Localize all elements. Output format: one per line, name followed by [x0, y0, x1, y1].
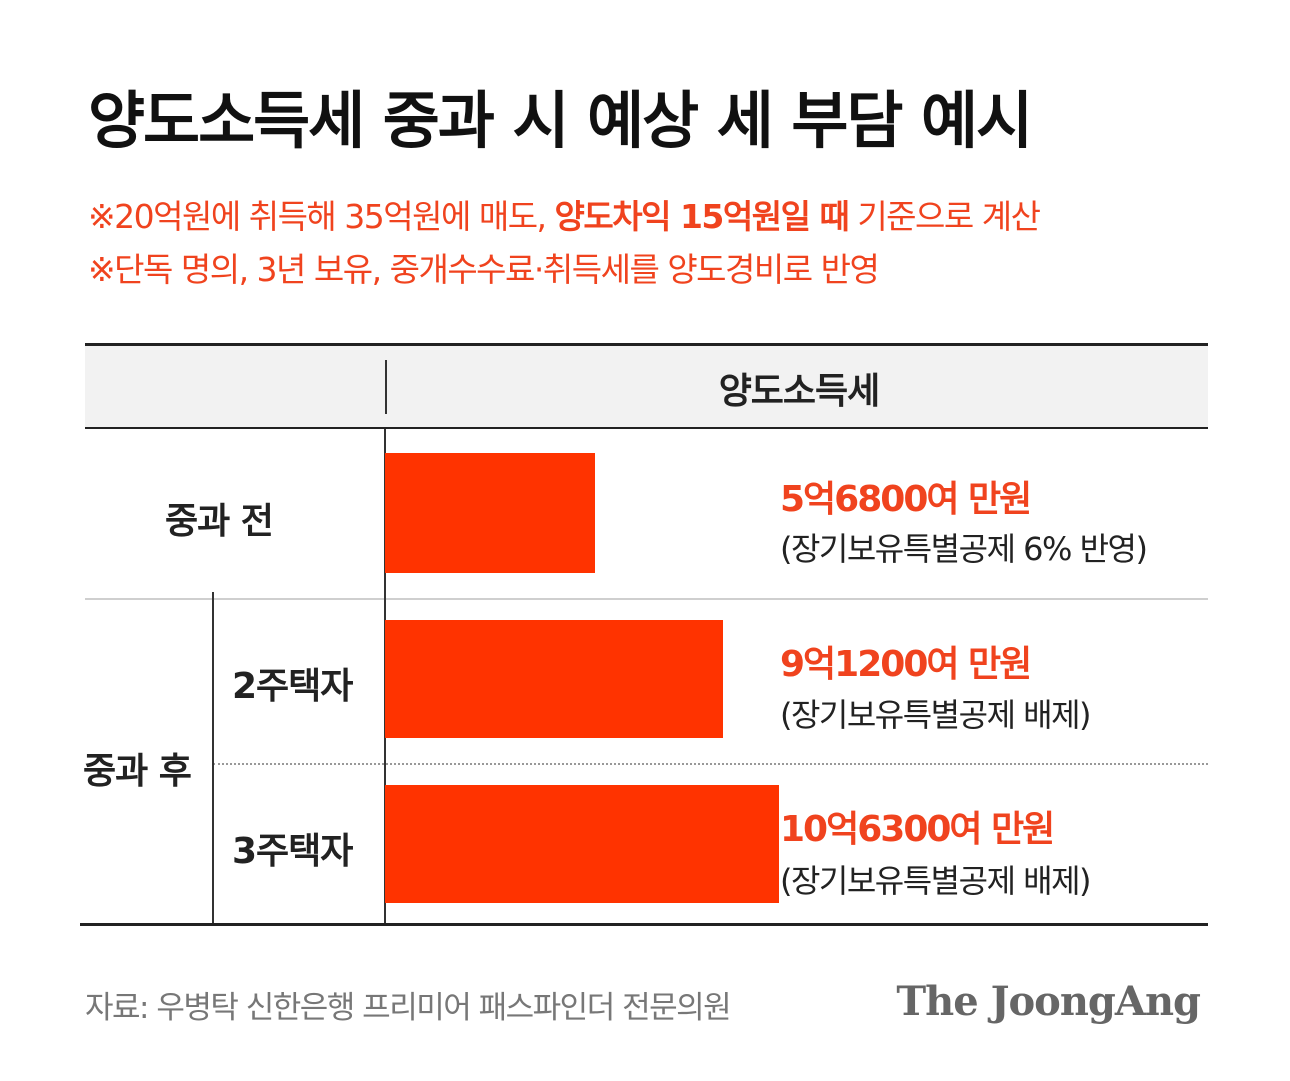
- note-line-1: ※20억원에 취득해 35억원에 매도, 양도차익 15억원일 때 기준으로 계…: [88, 190, 1041, 238]
- value-sublabel-3: (장기보유특별공제 배제): [780, 862, 1092, 900]
- table-header-border: [85, 427, 1208, 429]
- table-top-border: [85, 343, 1208, 346]
- value-sublabel-1: (장기보유특별공제 6% 반영): [780, 530, 1148, 568]
- note-line-1-pre: ※20억원에 취득해 35억원에 매도,: [88, 197, 555, 236]
- header-vertical-divider: [385, 360, 387, 414]
- page-title: 양도소득세 중과 시 예상 세 부담 예시: [88, 84, 1033, 157]
- source-note: 자료: 우병탁 신한은행 프리미어 패스파인더 전문의원: [85, 990, 732, 1026]
- table-bottom-border: [80, 923, 1208, 926]
- row-divider-1: [85, 598, 1208, 600]
- row-label-after: 중과 후: [83, 751, 192, 792]
- value-sublabel-2: (장기보유특별공제 배제): [780, 696, 1092, 734]
- bar-3: [385, 785, 779, 903]
- row-label-2-houses: 2주택자: [232, 666, 353, 707]
- group-vertical-divider: [212, 592, 214, 923]
- value-label-1: 5억6800여 만원: [780, 479, 1032, 520]
- bar-2: [385, 620, 723, 738]
- value-label-3: 10억6300여 만원: [780, 809, 1055, 850]
- note-line-1-post: 기준으로 계산: [848, 197, 1041, 236]
- note-line-1-bold: 양도차익 15억원일 때: [554, 197, 850, 236]
- table-header-background: [85, 345, 1208, 427]
- value-label-2: 9억1200여 만원: [780, 644, 1032, 685]
- row-label-before: 중과 전: [165, 501, 274, 542]
- row-divider-dotted: [213, 763, 1208, 765]
- table-header-label: 양도소득세: [718, 371, 881, 412]
- row-label-3-houses: 3주택자: [232, 831, 353, 872]
- bar-1: [385, 453, 595, 573]
- brand-logo: The JoongAng: [896, 978, 1201, 1025]
- note-line-2: ※단독 명의, 3년 보유, 중개수수료·취득세를 양도경비로 반영: [88, 250, 880, 289]
